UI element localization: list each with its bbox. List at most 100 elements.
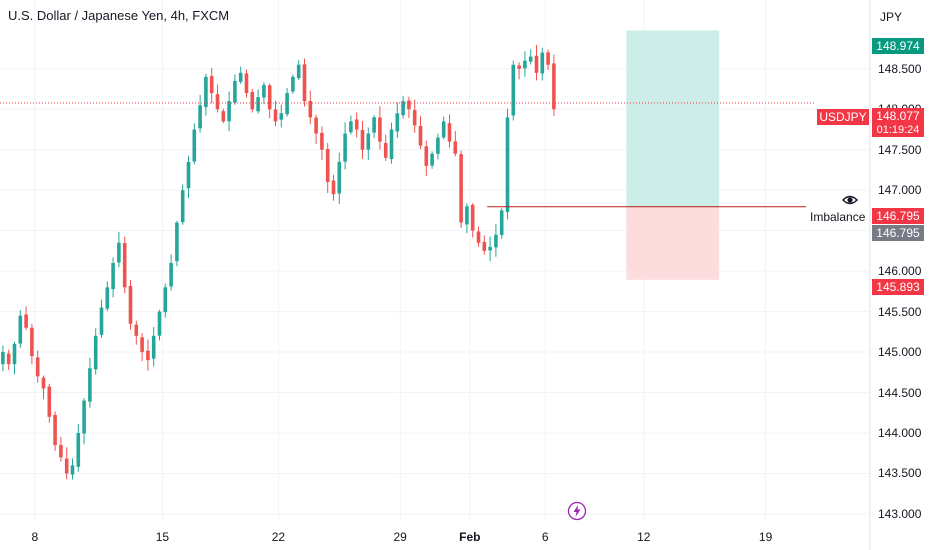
candle xyxy=(401,95,405,119)
candle xyxy=(296,60,301,81)
candle xyxy=(47,383,52,423)
candle xyxy=(192,123,197,165)
candlestick-series xyxy=(1,44,556,480)
candle xyxy=(540,47,545,81)
candle xyxy=(436,133,440,160)
candle xyxy=(117,231,121,268)
candle xyxy=(418,116,423,150)
candle xyxy=(244,69,249,98)
x-tick-label: 22 xyxy=(271,530,286,544)
y-tick-label: 145.500 xyxy=(878,304,922,319)
symbol-tag: USDJPY xyxy=(817,109,869,125)
candle xyxy=(35,350,40,383)
candle xyxy=(209,68,214,104)
candle xyxy=(285,87,289,117)
candle xyxy=(325,142,330,194)
x-tick-label: 15 xyxy=(155,530,170,544)
candle xyxy=(366,127,371,160)
chart-title: U.S. Dollar / Japanese Yen, 4h, FXCM xyxy=(8,8,230,23)
candle xyxy=(378,106,382,150)
candle xyxy=(552,54,556,116)
eye-icon[interactable] xyxy=(842,195,858,205)
y-tick-label: 147.500 xyxy=(878,142,922,157)
candle xyxy=(111,257,115,298)
candle xyxy=(1,345,5,372)
candle xyxy=(302,58,307,107)
y-tick-label: 145.000 xyxy=(878,345,922,360)
candle xyxy=(354,112,359,138)
candle xyxy=(59,436,63,462)
candle xyxy=(511,60,516,121)
target-zone xyxy=(626,30,720,207)
candle xyxy=(430,151,434,169)
candle xyxy=(204,73,208,116)
candle xyxy=(6,349,11,371)
candle xyxy=(186,155,191,199)
imbalance-label[interactable]: Imbalance xyxy=(808,210,868,224)
candle xyxy=(337,152,342,204)
candle xyxy=(157,309,162,341)
chart-lines xyxy=(0,102,816,208)
target-price-tag: 148.974 xyxy=(872,38,924,54)
candle xyxy=(273,100,278,127)
candle xyxy=(238,66,243,85)
y-tick-label: 147.000 xyxy=(878,183,922,198)
candle xyxy=(389,122,394,164)
position-zones xyxy=(626,30,720,280)
candle xyxy=(331,174,336,201)
candle xyxy=(250,88,255,113)
candle xyxy=(372,115,376,138)
candle xyxy=(517,62,521,80)
candle xyxy=(146,339,150,371)
candle xyxy=(349,115,353,135)
candle xyxy=(453,131,458,157)
y-tick-label: 143.000 xyxy=(878,506,922,521)
candle xyxy=(546,49,550,71)
candle xyxy=(494,223,498,257)
candle xyxy=(314,114,318,144)
candle xyxy=(505,108,510,220)
candle xyxy=(447,114,452,148)
candle xyxy=(279,104,284,128)
candle xyxy=(198,94,202,133)
stop-zone xyxy=(626,206,720,280)
lightning-icon[interactable] xyxy=(567,501,587,521)
candle xyxy=(233,74,237,105)
candle xyxy=(424,140,429,177)
candle xyxy=(105,281,110,312)
candle xyxy=(82,398,86,445)
candle xyxy=(523,51,527,77)
candle xyxy=(99,299,104,338)
x-tick-label: 6 xyxy=(541,530,549,544)
x-tick-label: 29 xyxy=(393,530,407,544)
candle xyxy=(18,310,23,348)
candle xyxy=(441,116,446,140)
y-tick-label: 144.000 xyxy=(878,425,922,440)
candle xyxy=(412,99,417,133)
candle xyxy=(256,89,260,114)
candle xyxy=(383,134,388,162)
candle xyxy=(221,108,226,124)
candle xyxy=(122,236,127,294)
candle xyxy=(64,447,69,480)
currency-selector[interactable]: JPY xyxy=(872,6,922,28)
candle xyxy=(534,44,539,81)
x-tick-label: 12 xyxy=(637,530,651,544)
stop-price-tag: 145.893 xyxy=(872,279,924,295)
candle xyxy=(465,203,469,234)
candle xyxy=(70,458,75,480)
entry-price-tag-alt: 146.795 xyxy=(872,225,924,241)
last-price-tag: 148.077 xyxy=(872,108,924,124)
candle xyxy=(128,279,133,330)
bar-countdown-tag: 01:19:24 xyxy=(872,123,924,137)
candle xyxy=(30,323,34,365)
candle xyxy=(528,49,533,65)
candle xyxy=(93,328,98,375)
candle xyxy=(227,91,231,132)
candle xyxy=(476,226,481,247)
y-tick-label: 144.500 xyxy=(878,385,922,400)
candle xyxy=(308,90,313,125)
candle xyxy=(459,150,463,228)
candle xyxy=(134,320,139,345)
